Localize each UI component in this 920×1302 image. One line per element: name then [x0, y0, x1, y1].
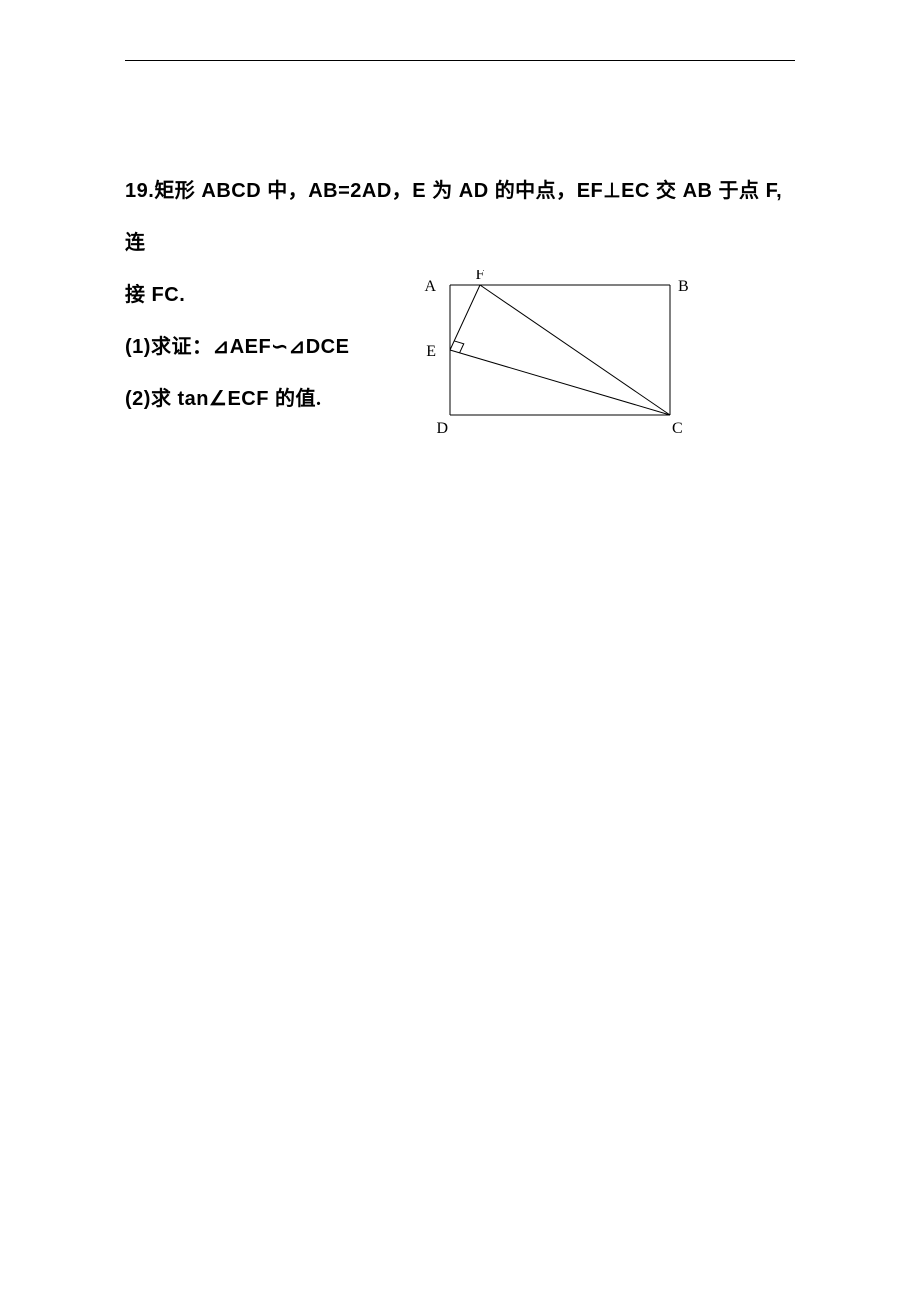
part1-tri2: ⊿DCE — [288, 336, 349, 358]
text-mid6: 于点 — [719, 180, 760, 202]
text-line2-prefix: 接 — [125, 284, 146, 306]
problem-statement-line1: 19.矩形 ABCD 中，AB=2AD，E 为 AD 的中点，EF⊥EC 交 A… — [125, 165, 795, 269]
page-top-rule — [125, 60, 795, 61]
problem-number: 19. — [125, 180, 154, 202]
figure-svg: A B C D E F — [410, 270, 710, 450]
svg-text:C: C — [672, 420, 683, 437]
part2-text: 求 — [151, 388, 172, 410]
part1-label: (1) — [125, 336, 151, 358]
part1-text: 求证： — [151, 336, 213, 358]
svg-text:B: B — [678, 278, 689, 295]
part2-suffix: 的值. — [275, 388, 322, 410]
geometry-figure: A B C D E F — [410, 270, 710, 450]
svg-text:D: D — [436, 420, 448, 437]
part2-label: (2) — [125, 388, 151, 410]
part1-sim: ∽ — [271, 336, 288, 358]
text-mid2: ， — [392, 180, 413, 202]
text-e: E — [412, 180, 432, 202]
text-mid7: 连 — [125, 232, 146, 254]
text-ad: AD — [453, 180, 495, 202]
text-f: F, — [760, 180, 783, 202]
text-mid4: 的中点， — [495, 180, 577, 202]
svg-text:F: F — [476, 270, 485, 283]
svg-text:E: E — [426, 343, 436, 360]
text-ef: EF⊥EC — [577, 180, 656, 202]
text-mid3: 为 — [432, 180, 453, 202]
text-eq: AB=2AD — [308, 180, 392, 202]
part2-tan: tan∠ECF — [171, 388, 275, 410]
text-mid5: 交 — [656, 180, 677, 202]
text-ab: AB — [677, 180, 719, 202]
text-prefix: 矩形 — [154, 180, 195, 202]
text-mid1: 中， — [267, 180, 308, 202]
text-fc: FC. — [146, 284, 186, 306]
text-abcd: ABCD — [195, 180, 267, 202]
svg-text:A: A — [424, 278, 436, 295]
part1-tri1: ⊿AEF — [212, 336, 271, 358]
